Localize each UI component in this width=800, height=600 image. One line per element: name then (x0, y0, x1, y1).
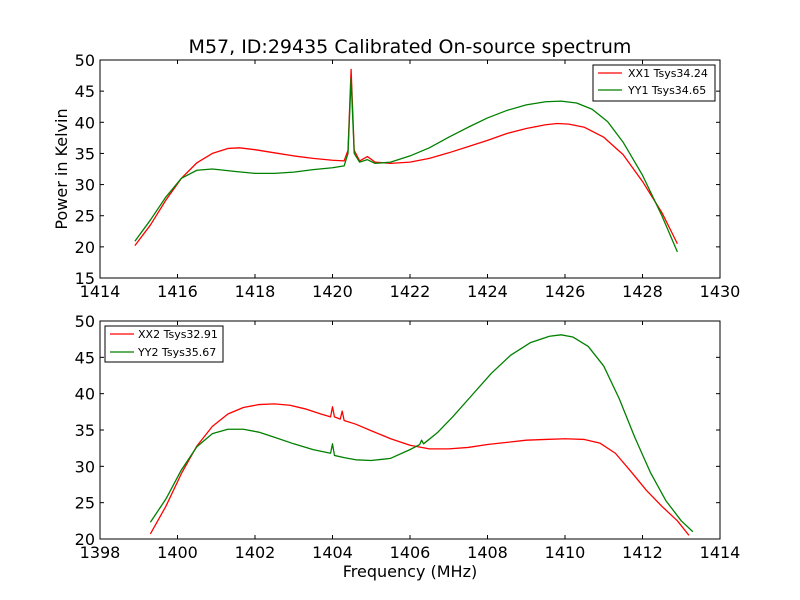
top-x-tick-label: 1428 (622, 282, 663, 301)
bottom-y-ticks: 20 25 30 35 40 45 50 (75, 312, 720, 549)
bottom-legend: XX2 Tsys32.91 YY2 Tsys35.67 (104, 325, 224, 363)
bottom-panel: 1398 1400 1402 1404 1406 1408 1410 1412 1414 202… (75, 312, 741, 581)
top-series-line-yy1 (134, 78, 678, 253)
bottom-x-tick-label: 1404 (312, 543, 353, 562)
top-y-axis-label: Power in Kelvin (52, 108, 71, 229)
bottom-y-tick-label: 30 (75, 457, 95, 476)
top-series-group (134, 68, 678, 253)
top-x-tick-label: 1414 (80, 282, 121, 301)
bottom-y-tick-label: 40 (75, 385, 95, 404)
bottom-x-tick-label: 1414 (700, 543, 741, 562)
top-y-tick-label: 50 (75, 51, 95, 70)
top-legend-box (592, 64, 716, 102)
top-y-tick-label: 25 (75, 207, 95, 226)
bottom-legend-box (104, 325, 224, 363)
top-y-ticks: 15 20 25 30 35 40 45 50 (75, 51, 720, 288)
bottom-y-tick-label: 45 (75, 348, 95, 367)
top-y-tick-label: 45 (75, 82, 95, 101)
top-y-tick-label: 30 (75, 176, 95, 195)
chart-title: M57, ID:29435 Calibrated On-source spect… (189, 36, 632, 58)
bottom-x-axis-label: Frequency (MHz) (343, 562, 477, 581)
top-y-tick-label: 40 (75, 113, 95, 132)
bottom-series-line-xx2 (149, 403, 690, 536)
top-y-tick-label: 20 (75, 238, 95, 257)
bottom-y-tick-label: 20 (75, 530, 95, 549)
bottom-legend-label-xx2: XX2 Tsys32.91 (138, 328, 218, 341)
bottom-y-tick-label: 35 (75, 421, 95, 440)
bottom-x-tick-label: 1398 (80, 543, 121, 562)
bottom-x-ticks: 1398 1400 1402 1404 1406 1408 1410 1412 1414 (80, 321, 741, 562)
bottom-x-tick-label: 1406 (390, 543, 431, 562)
top-x-ticks: 1414 1416 1418 1420 1422 1424 1426 1428 1430 (80, 60, 741, 301)
top-x-tick-label: 1424 (467, 282, 508, 301)
top-x-tick-label: 1422 (390, 282, 431, 301)
bottom-x-tick-label: 1410 (545, 543, 586, 562)
bottom-x-tick-label: 1400 (157, 543, 198, 562)
bottom-series-line-yy2 (149, 334, 694, 533)
top-x-tick-label: 1426 (545, 282, 586, 301)
top-y-tick-label: 15 (75, 269, 95, 288)
bottom-x-tick-label: 1408 (467, 543, 508, 562)
top-legend-label-xx1: XX1 Tsys34.24 (628, 67, 708, 80)
bottom-y-tick-label: 25 (75, 494, 95, 513)
bottom-y-tick-label: 50 (75, 312, 95, 331)
top-panel: 1414 1416 1418 1420 1422 1424 1426 1428 1430 15 2… (52, 51, 740, 301)
top-x-tick-label: 1418 (235, 282, 276, 301)
top-x-tick-label: 1430 (700, 282, 741, 301)
bottom-x-tick-label: 1402 (235, 543, 276, 562)
top-series-line-xx1 (134, 68, 678, 247)
bottom-legend-label-yy2: YY2 Tsys35.67 (137, 346, 216, 359)
bottom-x-tick-label: 1412 (622, 543, 663, 562)
top-legend-label-yy1: YY1 Tsys34.65 (627, 84, 706, 97)
top-legend: XX1 Tsys34.24 YY1 Tsys34.65 (592, 64, 716, 102)
top-x-tick-label: 1416 (157, 282, 198, 301)
bottom-series-group (149, 334, 694, 536)
top-y-tick-label: 35 (75, 144, 95, 163)
top-x-tick-label: 1420 (312, 282, 353, 301)
